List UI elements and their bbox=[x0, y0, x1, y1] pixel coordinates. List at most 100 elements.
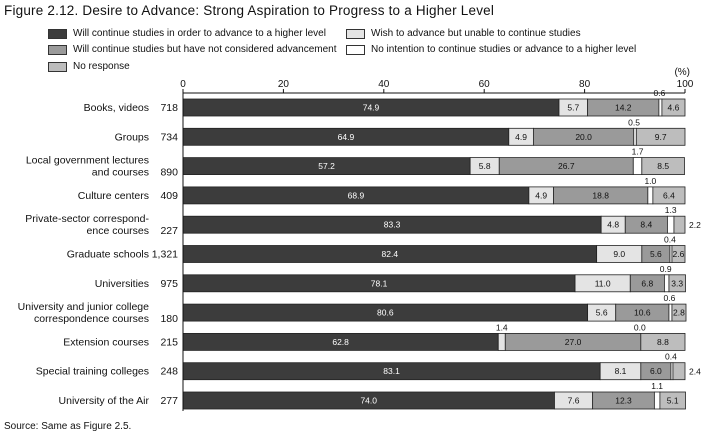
legend-item-no-intention: No intention to continue studies or adva… bbox=[346, 44, 636, 55]
category-sample-size: 975 bbox=[160, 278, 178, 290]
data-label: 5.1 bbox=[667, 396, 679, 406]
legend-item-no-response: No response bbox=[48, 61, 130, 72]
data-label: 11.0 bbox=[595, 278, 611, 288]
legend-label: Will continue studies but have not consi… bbox=[73, 44, 337, 55]
data-label: 5.6 bbox=[650, 249, 662, 259]
data-label: 1.7 bbox=[632, 147, 644, 157]
bar-segment bbox=[668, 303, 673, 322]
data-label: 0.6 bbox=[653, 88, 665, 98]
data-label: 8.4 bbox=[640, 220, 652, 230]
data-label: 1.4 bbox=[496, 322, 508, 332]
data-label: 64.9 bbox=[338, 132, 355, 142]
legend-label: Will continue studies in order to advanc… bbox=[73, 28, 326, 39]
category-label: Private-sector correspond- bbox=[25, 213, 149, 225]
data-label: 18.8 bbox=[592, 190, 609, 200]
legend-swatch bbox=[346, 44, 365, 55]
data-label: 57.2 bbox=[318, 161, 335, 171]
bar-segment bbox=[658, 98, 663, 117]
data-label: 0.5 bbox=[628, 117, 640, 127]
category-sample-size: 215 bbox=[160, 336, 178, 348]
category-label: Graduate schools bbox=[67, 249, 149, 261]
unit-label: (%) bbox=[674, 67, 690, 78]
legend-label: No response bbox=[73, 61, 130, 72]
data-label: 12.3 bbox=[615, 396, 632, 406]
bar-segment bbox=[671, 245, 686, 263]
category-label: University of the Air bbox=[59, 395, 150, 407]
data-label: 1.0 bbox=[644, 176, 656, 186]
data-label: 78.1 bbox=[371, 278, 388, 288]
bar-segment bbox=[652, 186, 686, 205]
bar-segment bbox=[497, 332, 506, 351]
legend-label: Wish to advance but unable to continue s… bbox=[371, 28, 581, 39]
source-note: Source: Same as Figure 2.5. bbox=[4, 421, 132, 432]
data-label: 4.8 bbox=[607, 220, 619, 230]
category-label: Extension courses bbox=[63, 336, 149, 348]
category-sample-size: 718 bbox=[160, 102, 178, 114]
bar-segment bbox=[667, 215, 675, 234]
legend-item-not-considered: Will continue studies but have not consi… bbox=[48, 44, 337, 55]
data-label: 6.8 bbox=[641, 278, 653, 288]
data-label: 83.3 bbox=[384, 220, 401, 230]
data-label: 0.6 bbox=[664, 293, 676, 303]
category-label: correspondence courses bbox=[34, 313, 149, 325]
category-sample-size: 734 bbox=[160, 131, 178, 143]
data-label: 9.7 bbox=[655, 132, 667, 142]
data-label: 3.3 bbox=[671, 278, 683, 288]
legend-swatch bbox=[48, 61, 67, 72]
data-label: 14.2 bbox=[615, 103, 632, 113]
legend-item-higher-level: Will continue studies in order to advanc… bbox=[48, 28, 326, 39]
data-label: 26.7 bbox=[558, 161, 575, 171]
bar-segment bbox=[640, 332, 686, 351]
data-label: 2.2 bbox=[689, 220, 701, 230]
legend-swatch bbox=[48, 28, 67, 39]
data-label: 8.8 bbox=[657, 337, 669, 347]
data-label: 0.4 bbox=[665, 352, 677, 362]
x-tick-label: 100 bbox=[677, 79, 694, 90]
bar-segment bbox=[672, 362, 686, 381]
category-label: Culture centers bbox=[78, 190, 149, 202]
legend-swatch bbox=[48, 44, 67, 55]
data-label: 74.9 bbox=[363, 103, 380, 113]
category-label: Special training colleges bbox=[36, 366, 149, 378]
x-tick-label: 60 bbox=[479, 79, 491, 90]
data-label: 5.8 bbox=[479, 161, 491, 171]
legend-swatch bbox=[346, 28, 365, 39]
bar-segment bbox=[659, 391, 686, 410]
data-label: 6.4 bbox=[663, 190, 675, 200]
data-label: 2.8 bbox=[673, 308, 685, 318]
data-label: 83.1 bbox=[383, 366, 400, 376]
legend-item-wish-unable: Wish to advance but unable to continue s… bbox=[346, 28, 581, 39]
data-label: 62.8 bbox=[332, 337, 349, 347]
bar-segment bbox=[664, 274, 670, 293]
data-label: 4.9 bbox=[535, 190, 547, 200]
data-label: 7.6 bbox=[568, 396, 580, 406]
category-sample-size: 277 bbox=[160, 395, 178, 407]
data-label: 80.6 bbox=[377, 308, 394, 318]
category-sample-size: 248 bbox=[160, 366, 178, 378]
figure-title: Figure 2.12. Desire to Advance: Strong A… bbox=[4, 3, 495, 18]
category-label: University and junior college bbox=[18, 301, 149, 313]
data-label: 8.1 bbox=[615, 366, 627, 376]
data-label: 74.0 bbox=[360, 396, 377, 406]
bar-segment bbox=[647, 186, 654, 205]
data-label: 4.6 bbox=[668, 103, 680, 113]
data-label: 6.0 bbox=[650, 366, 662, 376]
data-label: 5.7 bbox=[567, 103, 579, 113]
legend: Will continue studies in order to advanc… bbox=[48, 28, 708, 78]
x-tick-label: 20 bbox=[278, 79, 290, 90]
legend-label: No intention to continue studies or adva… bbox=[371, 44, 637, 55]
bar-segment bbox=[673, 215, 686, 234]
category-sample-size: 227 bbox=[160, 225, 178, 237]
category-label: Groups bbox=[115, 131, 149, 143]
category-label: Universities bbox=[95, 278, 149, 290]
data-label: 68.9 bbox=[348, 190, 365, 200]
category-sample-size: 1,321 bbox=[152, 249, 178, 261]
bar-segment bbox=[661, 98, 686, 117]
data-label: 10.6 bbox=[634, 308, 651, 318]
category-sample-size: 890 bbox=[160, 167, 178, 179]
x-tick-label: 40 bbox=[378, 79, 390, 90]
data-label: 0.0 bbox=[634, 322, 646, 332]
bar-segment bbox=[668, 274, 686, 293]
category-label: and courses bbox=[92, 167, 149, 179]
